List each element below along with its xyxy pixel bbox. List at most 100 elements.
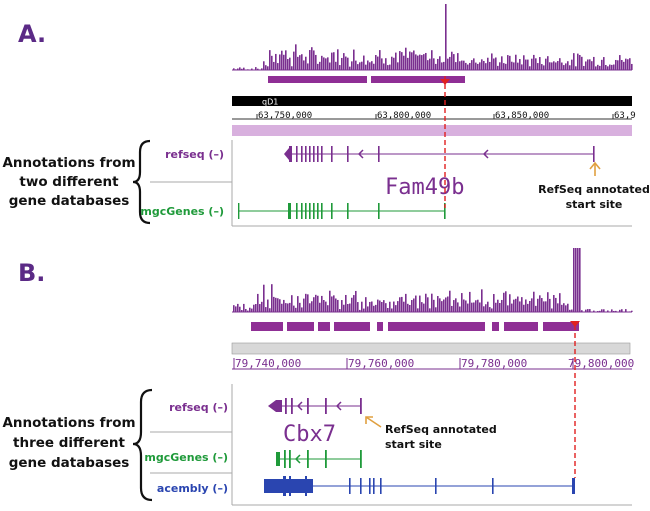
histogram-bar bbox=[499, 62, 501, 70]
histogram-bar bbox=[465, 300, 467, 312]
histogram-bar bbox=[501, 56, 503, 70]
histogram-bar bbox=[619, 55, 621, 70]
panel-b-red-guide-marker bbox=[570, 321, 580, 327]
histogram-bar bbox=[447, 58, 449, 70]
histogram-bar bbox=[549, 62, 551, 70]
histogram-bar bbox=[249, 307, 251, 312]
histogram-bar bbox=[441, 301, 443, 312]
histogram-bar bbox=[581, 56, 583, 70]
histogram-bar bbox=[457, 302, 459, 312]
histogram-bar bbox=[245, 308, 247, 312]
histogram-bar bbox=[309, 50, 311, 70]
histogram-bar bbox=[307, 294, 309, 312]
histogram-bar bbox=[261, 68, 263, 70]
histogram-bar bbox=[423, 303, 425, 312]
histogram-bar bbox=[293, 305, 295, 312]
histogram-bar bbox=[241, 310, 243, 312]
histogram-bar bbox=[395, 305, 397, 312]
histogram-bar bbox=[523, 304, 525, 312]
panel-b-peak-bar bbox=[543, 322, 579, 331]
histogram-bar bbox=[385, 303, 387, 312]
histogram-bar bbox=[609, 64, 611, 70]
histogram-bar bbox=[371, 301, 373, 312]
histogram-bar bbox=[489, 61, 491, 70]
histogram-bar bbox=[233, 305, 235, 312]
histogram-bar bbox=[437, 296, 439, 312]
histogram-bar bbox=[239, 306, 241, 312]
panel-a-gene-name: Fam49b bbox=[385, 175, 464, 200]
panel-b-peak-bar bbox=[318, 322, 330, 331]
histogram-bar bbox=[413, 50, 415, 70]
histogram-bar bbox=[621, 309, 623, 312]
histogram-bar bbox=[387, 308, 389, 312]
histogram-bar bbox=[285, 303, 287, 312]
panel-b-gene-name: Cbx7 bbox=[283, 422, 336, 447]
histogram-bar bbox=[237, 68, 239, 70]
panel-b-start-site-arrowhead bbox=[365, 416, 373, 424]
histogram-bar bbox=[277, 63, 279, 70]
histogram-bar bbox=[381, 58, 383, 70]
histogram-bar bbox=[453, 54, 455, 70]
panel-b-tick-label: 79,800,000 bbox=[568, 357, 634, 370]
histogram-bar bbox=[559, 58, 561, 70]
histogram-bar bbox=[267, 299, 269, 312]
histogram-bar bbox=[251, 68, 253, 70]
panel-a-start-site-arrowhead bbox=[589, 161, 601, 170]
histogram-bar bbox=[267, 66, 269, 70]
histogram-bar bbox=[583, 65, 585, 70]
histogram-bar bbox=[427, 60, 429, 70]
histogram-bar bbox=[503, 63, 505, 70]
histogram-bar bbox=[587, 59, 589, 70]
histogram-bar bbox=[419, 54, 421, 70]
histogram-bar bbox=[463, 60, 465, 70]
histogram-bar bbox=[365, 64, 367, 70]
histogram-bar bbox=[389, 64, 391, 70]
histogram-bar bbox=[483, 60, 485, 70]
histogram-bar bbox=[469, 291, 471, 312]
panel-b-peak-bar bbox=[388, 322, 485, 331]
histogram-bar bbox=[279, 299, 281, 312]
histogram-bar bbox=[509, 294, 511, 312]
histogram-bar bbox=[469, 62, 471, 70]
histogram-bar bbox=[383, 63, 385, 70]
histogram-bar bbox=[399, 297, 401, 312]
histogram-bar bbox=[479, 62, 481, 70]
histogram-bar bbox=[499, 303, 501, 312]
histogram-bar bbox=[393, 57, 395, 70]
histogram-bar bbox=[605, 64, 607, 70]
histogram-bar bbox=[323, 300, 325, 312]
histogram-bar bbox=[409, 51, 411, 70]
histogram-bar bbox=[285, 50, 287, 70]
histogram-bar bbox=[333, 52, 335, 70]
histogram-bar bbox=[481, 59, 483, 70]
histogram-bar bbox=[311, 47, 313, 70]
histogram-bar bbox=[353, 295, 355, 312]
histogram-bar bbox=[295, 44, 297, 70]
histogram-bar bbox=[255, 304, 257, 312]
histogram-bar bbox=[595, 66, 597, 70]
histogram-bar bbox=[345, 294, 347, 312]
histogram-bar bbox=[323, 57, 325, 70]
histogram-bar bbox=[545, 58, 547, 70]
histogram-bar bbox=[565, 63, 567, 70]
histogram-bar bbox=[533, 54, 535, 70]
histogram-bar bbox=[341, 57, 343, 70]
histogram-bar bbox=[273, 296, 275, 312]
histogram-bar bbox=[435, 307, 437, 312]
panel-b-track-label-mgcgenes: mgcGenes (–) bbox=[144, 451, 228, 464]
histogram-bar bbox=[511, 303, 513, 312]
panel-b-start-site-arrow bbox=[365, 416, 382, 428]
histogram-bar bbox=[467, 303, 469, 312]
histogram-bar bbox=[513, 299, 515, 312]
panel-b-peak-bar bbox=[377, 322, 383, 331]
panel-a-note-line1: RefSeq annotated bbox=[538, 183, 650, 196]
histogram-bar bbox=[427, 297, 429, 312]
histogram-bar bbox=[251, 308, 253, 312]
histogram-bar bbox=[339, 65, 341, 70]
panel-a-tick-label: 63,750,000 bbox=[258, 111, 312, 121]
histogram-bar bbox=[363, 308, 365, 312]
histogram-bar bbox=[475, 62, 477, 70]
histogram-bar bbox=[423, 54, 425, 70]
panel-a-refseq-gene-model bbox=[284, 146, 595, 162]
histogram-bar bbox=[519, 301, 521, 312]
